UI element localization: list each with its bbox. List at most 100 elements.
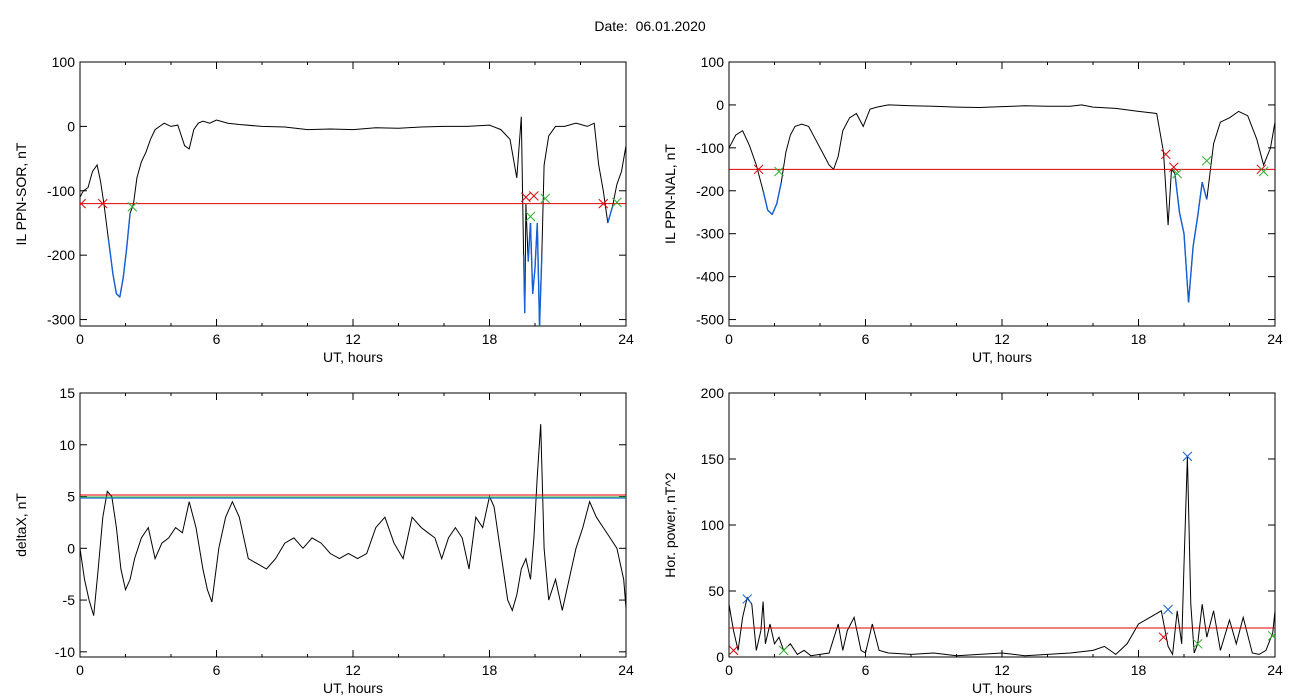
x-tick-label: 18 [482, 331, 498, 347]
substorm-segment [538, 255, 543, 326]
y-axis-label: Hor. power, nT^2 [662, 472, 678, 578]
onset-marker-red-stroke-b [521, 192, 531, 203]
onset-marker-red [1160, 149, 1171, 160]
end-marker-green-stroke-b [525, 211, 536, 222]
y-axis-label: IL PPN-NAL, nT [662, 144, 678, 244]
x-tick-label: 0 [725, 331, 733, 347]
onset-marker-red [97, 198, 108, 209]
x-tick-label: 18 [482, 662, 498, 678]
y-tick-label: -100 [47, 183, 75, 199]
x-tick-label: 18 [1131, 662, 1147, 678]
peak-marker-blue [1163, 604, 1173, 615]
date-value: 06.01.2020 [635, 18, 706, 34]
onset-marker-red-stroke-b [1158, 632, 1169, 643]
peak-marker-blue-stroke-b [1182, 451, 1193, 462]
end-marker-green-stroke-b [1172, 168, 1183, 179]
substorm-segment [1183, 233, 1190, 303]
y-tick-label: 50 [708, 583, 724, 599]
x-tick-label: 0 [76, 662, 84, 678]
y-tick-label: -200 [696, 183, 724, 199]
substorm-segment [1174, 173, 1181, 213]
substorm-segment [107, 238, 114, 275]
x-tick-label: 24 [1267, 331, 1283, 347]
end-marker-green-stroke-b [127, 202, 138, 212]
peak-marker-blue [1182, 451, 1193, 462]
x-tick-label: 0 [725, 662, 733, 678]
x-tick-label: 12 [345, 331, 361, 347]
plot-frame [728, 392, 1276, 658]
end-marker-green-stroke-b [774, 166, 784, 177]
x-axis-label: UT, hours [972, 680, 1032, 696]
y-tick-label: -100 [696, 140, 724, 156]
substorm-segment [112, 274, 118, 294]
y-tick-label: 100 [701, 517, 725, 533]
end-marker-green [778, 645, 789, 656]
peak-marker-blue-stroke-b [1163, 604, 1173, 615]
onset-marker-red-stroke-b [97, 198, 108, 209]
end-marker-green [1267, 631, 1275, 641]
substorm-segment [1196, 182, 1203, 217]
x-tick-label: 6 [213, 662, 221, 678]
onset-marker-red-stroke-b [529, 191, 539, 201]
x-tick-label: 0 [76, 331, 84, 347]
end-marker-green-stroke-b [1258, 166, 1269, 177]
series-line-1 [80, 424, 626, 616]
data-layer [80, 116, 626, 326]
y-tick-label: 0 [67, 118, 75, 134]
x-tick-label: 12 [994, 331, 1010, 347]
series-line-1 [729, 456, 1275, 657]
y-tick-label: -500 [696, 312, 724, 328]
data-layer [729, 104, 1275, 303]
page-title: Date: 06.01.2020 [0, 18, 1300, 34]
y-tick-label: 0 [716, 97, 724, 113]
substorm-segment [1187, 246, 1194, 303]
end-marker-green [525, 211, 536, 222]
onset-marker-red [1158, 632, 1169, 643]
y-tick-label: 200 [701, 385, 725, 401]
onset-marker-red-stroke-b [80, 198, 86, 206]
panel-il-ppn-sor: 0 6 12 18 24 100 0 -100 -200 -300 UT, hours IL PPN-… [13, 54, 634, 365]
substorm-segment [125, 213, 131, 249]
y-axis-label: deltaX, nT [13, 493, 29, 557]
panel-deltax: 0 6 12 18 24 15 10 5 0 -5 -10 UT, hours deltaX, nT [13, 385, 634, 696]
onset-marker-red [521, 192, 531, 203]
y-tick-label: -200 [47, 247, 75, 263]
x-tick-label: 6 [862, 662, 870, 678]
onset-marker-red [1168, 162, 1179, 173]
series-line-1 [729, 104, 1275, 303]
peak-marker-blue [742, 594, 753, 604]
y-axis-label: IL PPN-SOR, nT [13, 142, 29, 245]
x-tick-label: 12 [994, 662, 1010, 678]
end-marker-green-stroke-b [1192, 638, 1203, 649]
plot-frame [79, 392, 627, 658]
panel-il-ppn-nal: 0 6 12 18 24 100 0 -100 -200 -300 -400 -500 UT, hour… [662, 54, 1283, 365]
substorm-segment [1201, 182, 1208, 200]
end-marker-green [1192, 638, 1203, 649]
onset-marker-red [753, 164, 764, 175]
end-marker-green [1201, 155, 1212, 166]
x-tick-label: 6 [862, 331, 870, 347]
onset-marker-red [729, 645, 739, 656]
y-tick-label: 5 [67, 489, 75, 505]
y-tick-label: 150 [701, 451, 725, 467]
substorm-segment [522, 255, 526, 314]
onset-marker-red-stroke-b [1168, 162, 1179, 173]
substorm-segment [1192, 216, 1199, 247]
end-marker-green [1258, 166, 1269, 177]
onset-marker-red-stroke-b [1160, 149, 1171, 160]
end-marker-green [1172, 168, 1183, 179]
data-layer [80, 424, 626, 616]
y-tick-label: 0 [67, 540, 75, 556]
substorm-segment [607, 206, 614, 224]
x-axis-label: UT, hours [972, 349, 1032, 365]
y-tick-label: -300 [696, 226, 724, 242]
y-tick-label: 0 [716, 649, 724, 665]
plot-frame [728, 61, 1276, 327]
y-tick-label: 100 [701, 54, 725, 70]
substorm-segment [532, 267, 536, 294]
panel-hor-power: 0 6 12 18 24 200 150 100 50 0 UT, hours Hor. power,… [662, 385, 1283, 696]
end-marker-green-stroke-b [778, 645, 789, 656]
end-marker-green-stroke-b [1201, 155, 1212, 166]
substorm-segment [771, 203, 778, 215]
